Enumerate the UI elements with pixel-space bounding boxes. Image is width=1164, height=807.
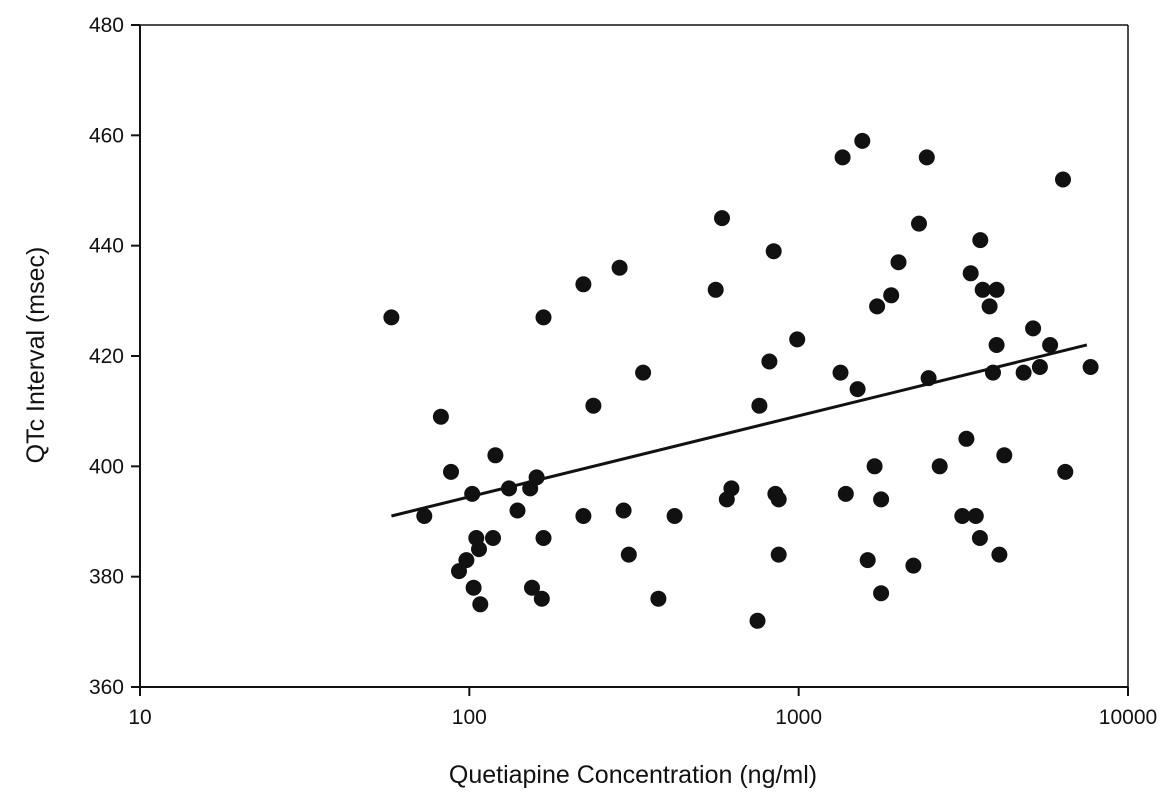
data-point	[432, 408, 449, 425]
x-tick-label: 10	[128, 706, 151, 729]
data-point	[485, 530, 501, 546]
data-point	[714, 210, 730, 227]
data-point	[1015, 364, 1032, 381]
data-point	[789, 331, 806, 348]
y-tick-label: 380	[89, 566, 124, 589]
data-point	[890, 254, 907, 271]
data-points	[383, 132, 1099, 629]
data-point	[837, 485, 854, 502]
data-point	[751, 397, 768, 414]
data-point	[416, 508, 433, 524]
data-point	[972, 232, 989, 249]
data-point	[761, 353, 778, 370]
y-tick-label: 400	[89, 455, 124, 478]
data-point	[575, 508, 592, 524]
axis-ticks	[131, 24, 1129, 696]
data-point	[443, 463, 459, 480]
y-tick-label: 460	[89, 124, 124, 147]
data-point	[967, 508, 984, 524]
data-point	[962, 265, 979, 282]
trend-line	[391, 343, 1088, 518]
data-point	[918, 149, 935, 166]
data-point	[996, 447, 1013, 464]
data-point	[635, 364, 652, 381]
data-point	[873, 585, 890, 602]
y-tick-label: 440	[89, 235, 124, 258]
y-tick-label: 480	[89, 14, 124, 37]
data-point	[666, 508, 683, 524]
data-point	[458, 552, 475, 569]
axes	[139, 24, 1129, 688]
x-tick-label: 10000	[1099, 706, 1157, 729]
data-point	[931, 458, 948, 475]
trend-line-group	[391, 343, 1088, 518]
data-point	[383, 309, 400, 326]
data-point	[575, 276, 592, 293]
data-point	[866, 458, 883, 475]
data-point	[873, 491, 890, 508]
data-point	[723, 480, 740, 497]
data-point	[749, 612, 766, 629]
x-tick-label: 1000	[775, 706, 822, 729]
data-point	[988, 281, 1005, 298]
data-point	[981, 298, 998, 315]
data-point	[834, 149, 851, 166]
data-point	[883, 287, 900, 304]
data-point	[832, 364, 849, 381]
data-point	[509, 502, 526, 519]
data-point	[707, 281, 724, 298]
data-point	[958, 430, 975, 447]
data-point	[988, 337, 1005, 353]
data-point	[974, 281, 991, 298]
y-axis-title: QTc Interval (msec)	[22, 247, 50, 464]
data-point	[770, 491, 787, 508]
data-point	[1031, 359, 1048, 375]
data-point	[585, 397, 602, 414]
data-point	[765, 243, 782, 260]
data-point	[465, 579, 482, 596]
data-point	[849, 381, 866, 398]
data-point	[869, 298, 886, 315]
data-point	[524, 579, 540, 596]
data-point	[859, 552, 876, 569]
x-axis-title: Quetiapine Concentration (ng/ml)	[449, 761, 817, 789]
data-point	[472, 596, 489, 613]
data-point	[991, 546, 1008, 563]
data-point	[1082, 359, 1099, 375]
data-point	[535, 530, 552, 546]
axis-tick-labels: 360 380 400 420 440 460 480 10 100 1000 10000	[89, 14, 1157, 729]
data-point	[1057, 463, 1074, 480]
data-point	[535, 309, 552, 326]
y-tick-label: 420	[89, 345, 124, 368]
data-point	[620, 546, 637, 563]
data-point	[770, 546, 787, 563]
x-tick-label: 100	[452, 706, 487, 729]
data-point	[650, 590, 667, 607]
data-point	[854, 132, 871, 149]
data-point	[1025, 320, 1042, 337]
data-point	[971, 530, 988, 546]
y-tick-label: 360	[89, 676, 124, 699]
data-point	[954, 508, 971, 524]
data-point	[615, 502, 632, 519]
data-point	[905, 557, 922, 574]
data-point	[487, 447, 504, 464]
data-point	[533, 590, 550, 607]
data-point	[1042, 337, 1059, 353]
data-point	[611, 259, 628, 276]
data-point	[1055, 171, 1071, 188]
data-point	[471, 541, 487, 558]
data-point	[911, 215, 927, 232]
